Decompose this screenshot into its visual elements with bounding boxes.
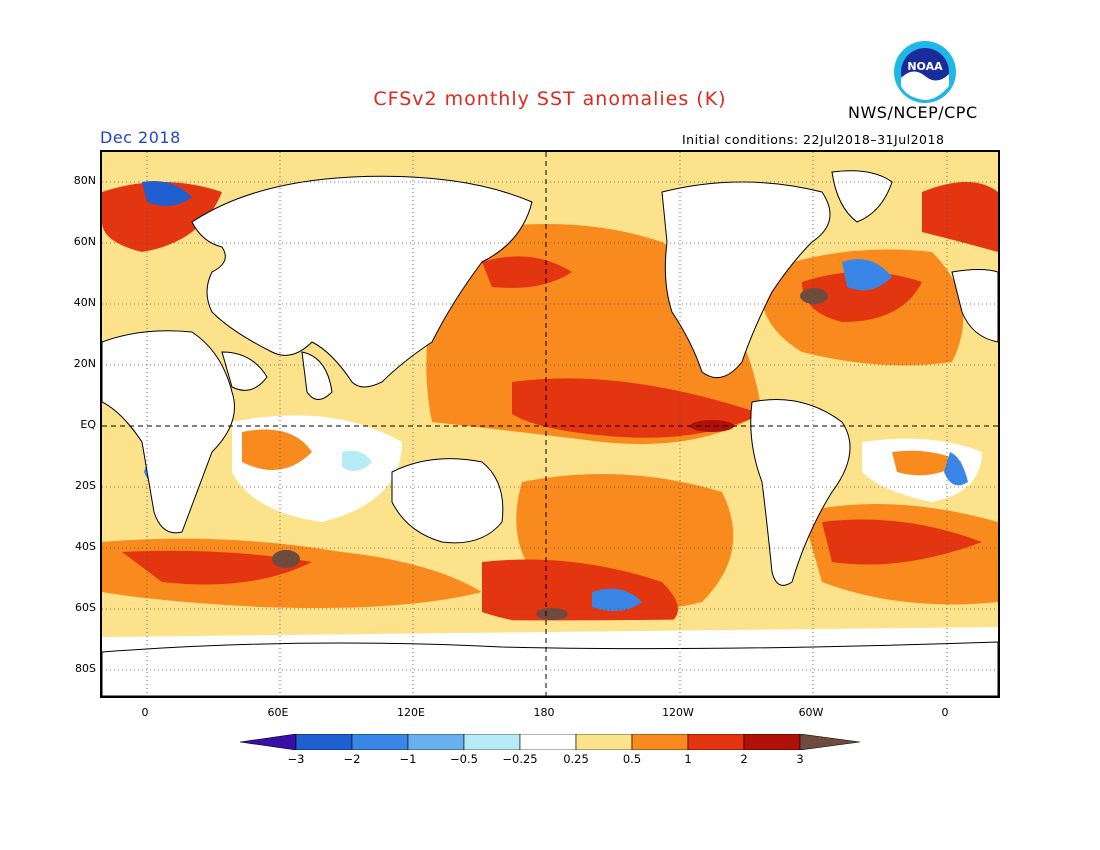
lon-label: 0 [941, 706, 949, 719]
colorbar-label: 0.5 [622, 752, 642, 766]
colorbar-cell [407, 734, 465, 750]
sst-anomaly-map [100, 150, 1000, 698]
lon-label: 0 [141, 706, 149, 719]
lat-label: 80S [75, 662, 96, 675]
colorbar-cell [463, 734, 521, 750]
colorbar-label: 0.25 [563, 752, 589, 766]
colorbar-label: −3 [287, 752, 305, 766]
colorbar-label: 3 [796, 752, 804, 766]
colorbar-arrow-low [240, 734, 297, 750]
agency-label: NWS/NCEP/CPC [848, 103, 978, 122]
colorbar-label: −0.25 [502, 752, 538, 766]
noaa-logo: NOAA [894, 41, 956, 103]
forecast-month: Dec 2018 [100, 128, 181, 147]
lon-label: 60W [798, 706, 824, 719]
colorbar-label: 1 [684, 752, 692, 766]
colorbar-label: −1 [399, 752, 417, 766]
lon-label: 120W [662, 706, 694, 719]
colorbar-cell [687, 734, 745, 750]
lon-label: 60E [267, 706, 289, 719]
initial-conditions: Initial conditions: 22Jul2018–31Jul2018 [682, 132, 945, 147]
colorbar-cell [295, 734, 353, 750]
colorbar [240, 734, 860, 750]
colorbar-cell [631, 734, 689, 750]
colorbar-cell [743, 734, 801, 750]
lat-label: 40S [75, 540, 96, 553]
lat-label: 60N [73, 235, 96, 248]
lat-label: 20S [75, 479, 96, 492]
colorbar-cell [519, 734, 577, 750]
map-canvas [102, 152, 998, 696]
lon-label: 180 [533, 706, 555, 719]
lat-label: 20N [73, 357, 96, 370]
lat-label: EQ [80, 418, 96, 431]
lat-label: 60S [75, 601, 96, 614]
lat-label: 40N [73, 296, 96, 309]
map-title: CFSv2 monthly SST anomalies (K) [373, 88, 727, 110]
lon-label: 120E [397, 706, 425, 719]
colorbar-label: −0.5 [450, 752, 478, 766]
colorbar-cell [575, 734, 633, 750]
colorbar-label: −2 [343, 752, 361, 766]
colorbar-label: 2 [740, 752, 748, 766]
lat-label: 80N [73, 174, 96, 187]
colorbar-arrow-high [799, 734, 860, 750]
colorbar-cell [351, 734, 409, 750]
svg-text:NOAA: NOAA [907, 60, 943, 73]
